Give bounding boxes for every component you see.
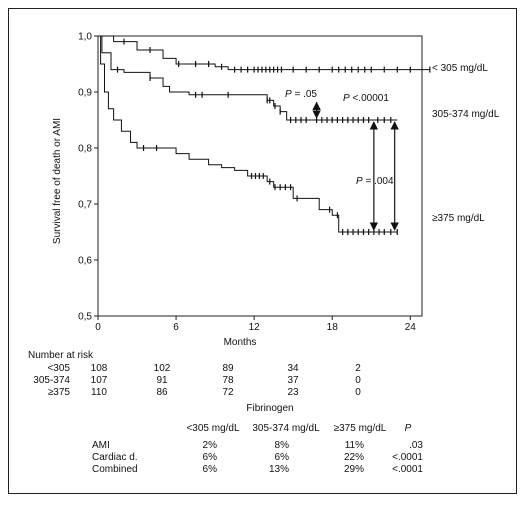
plot-area-border <box>97 35 423 317</box>
risk-row-label: <305 <box>47 363 70 374</box>
y-tick-label: 1,0 <box>78 32 92 43</box>
y-tick-label: 0,7 <box>78 200 92 211</box>
risk-cell: 102 <box>153 363 171 374</box>
risk-cell: 37 <box>287 375 299 386</box>
series-line-2 <box>98 35 398 233</box>
risk-cell: 107 <box>90 375 108 386</box>
x-tick-label: 0 <box>95 322 101 333</box>
series-label-low: < 305 mg/dL <box>432 63 488 74</box>
p-value-annotation-2: P <.00001 <box>343 93 389 104</box>
events-cell: <.0001 <box>392 452 423 463</box>
events-col-header: P <box>404 423 412 434</box>
y-tick-label: 0,9 <box>78 88 92 99</box>
risk-cell: 89 <box>222 363 234 374</box>
events-col-header: ≥375 mg/dL <box>333 423 387 434</box>
risk-cell: 72 <box>222 387 234 398</box>
risk-row-label: 305-374 <box>33 375 70 386</box>
risk-cell: 86 <box>156 387 168 398</box>
series-label-high: ≥375 mg/dL <box>432 213 485 224</box>
series-line-0 <box>98 35 430 71</box>
events-cell: 13% <box>268 464 289 475</box>
x-tick-label: 24 <box>405 322 417 333</box>
y-axis-label: Survival free of death or AMI <box>52 117 63 245</box>
p-value-annotation-1: P = .05 <box>285 89 317 100</box>
risk-cell: 91 <box>156 375 168 386</box>
events-cell: 8% <box>274 440 289 451</box>
y-tick-label: 0,8 <box>78 144 92 155</box>
events-row-label: Cardiac d. <box>92 452 138 463</box>
x-tick-label: 18 <box>327 322 339 333</box>
risk-cell: 0 <box>355 375 361 386</box>
risk-cell: 2 <box>355 363 361 374</box>
risk-table-header: Number at risk <box>28 350 94 361</box>
x-tick-label: 6 <box>173 322 179 333</box>
events-cell: 6% <box>274 452 289 463</box>
events-col-header: 305-374 mg/dL <box>252 423 320 434</box>
events-cell: .03 <box>409 440 423 451</box>
events-cell: 29% <box>343 464 364 475</box>
events-row-label: AMI <box>92 440 110 451</box>
risk-cell: 108 <box>90 363 108 374</box>
risk-cell: 23 <box>287 387 299 398</box>
p-value-annotation-3: P = .004 <box>356 176 394 187</box>
figure-frame <box>8 8 517 494</box>
events-cell: 22% <box>343 452 364 463</box>
y-tick-label: 0,5 <box>78 312 92 323</box>
events-cell: 2% <box>202 440 217 451</box>
series-label-mid: 305-374 mg/dL <box>432 109 500 120</box>
events-cell: 6% <box>202 452 217 463</box>
risk-cell: 0 <box>355 387 361 398</box>
events-cell: 6% <box>202 464 217 475</box>
risk-cell: 34 <box>287 363 299 374</box>
risk-cell: 110 <box>91 387 107 398</box>
events-table-title: Fibrinogen <box>246 403 294 414</box>
x-axis-label: Months <box>223 337 257 348</box>
y-tick-label: 0,6 <box>78 256 92 267</box>
x-tick-label: 12 <box>249 322 261 333</box>
events-cell: 11% <box>344 440 364 451</box>
events-col-header: <305 mg/dL <box>186 423 240 434</box>
risk-row-label: ≥375 <box>47 387 70 398</box>
events-row-label: Combined <box>92 464 138 475</box>
risk-cell: 78 <box>222 375 234 386</box>
events-cell: <.0001 <box>392 464 423 475</box>
series-line-1 <box>98 35 398 121</box>
